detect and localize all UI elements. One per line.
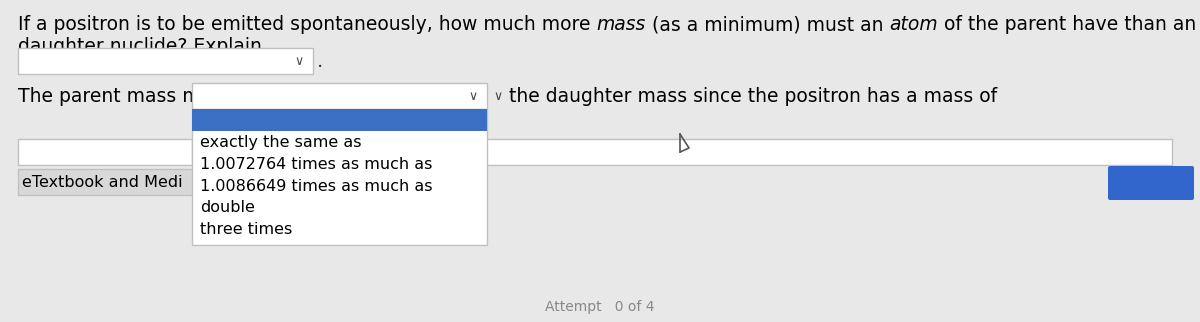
Text: eTextbook and Medi: eTextbook and Medi — [22, 175, 182, 190]
FancyBboxPatch shape — [192, 139, 1172, 165]
Text: exactly the same as: exactly the same as — [200, 135, 361, 149]
Text: 1.0086649 times as much as: 1.0086649 times as much as — [200, 178, 432, 194]
FancyBboxPatch shape — [18, 48, 313, 74]
Text: ∨: ∨ — [294, 54, 304, 68]
FancyBboxPatch shape — [192, 109, 487, 131]
Text: The parent mass may be: The parent mass may be — [18, 87, 253, 106]
FancyBboxPatch shape — [1108, 166, 1194, 200]
FancyBboxPatch shape — [192, 109, 487, 245]
FancyBboxPatch shape — [18, 169, 198, 195]
Text: double: double — [200, 201, 254, 215]
Text: ∨: ∨ — [493, 90, 502, 102]
Text: ∨: ∨ — [468, 90, 478, 102]
Text: the daughter mass since the positron has a mass of: the daughter mass since the positron has… — [509, 87, 997, 106]
FancyBboxPatch shape — [18, 139, 198, 165]
FancyBboxPatch shape — [192, 83, 487, 109]
Text: If a positron is to be emitted spontaneously, how much more: If a positron is to be emitted spontaneo… — [18, 15, 596, 34]
Text: mass: mass — [596, 15, 646, 34]
Text: Attempt   0 of 4: Attempt 0 of 4 — [545, 300, 655, 314]
Text: of the parent have than an: of the parent have than an — [938, 15, 1200, 34]
Text: three times: three times — [200, 223, 293, 238]
Text: .: . — [317, 52, 323, 71]
Text: 1.0072764 times as much as: 1.0072764 times as much as — [200, 156, 432, 172]
Text: (as a minimum) must an: (as a minimum) must an — [646, 15, 889, 34]
Text: atom: atom — [889, 15, 938, 34]
Text: daughter nuclide? Explain.: daughter nuclide? Explain. — [18, 37, 268, 56]
